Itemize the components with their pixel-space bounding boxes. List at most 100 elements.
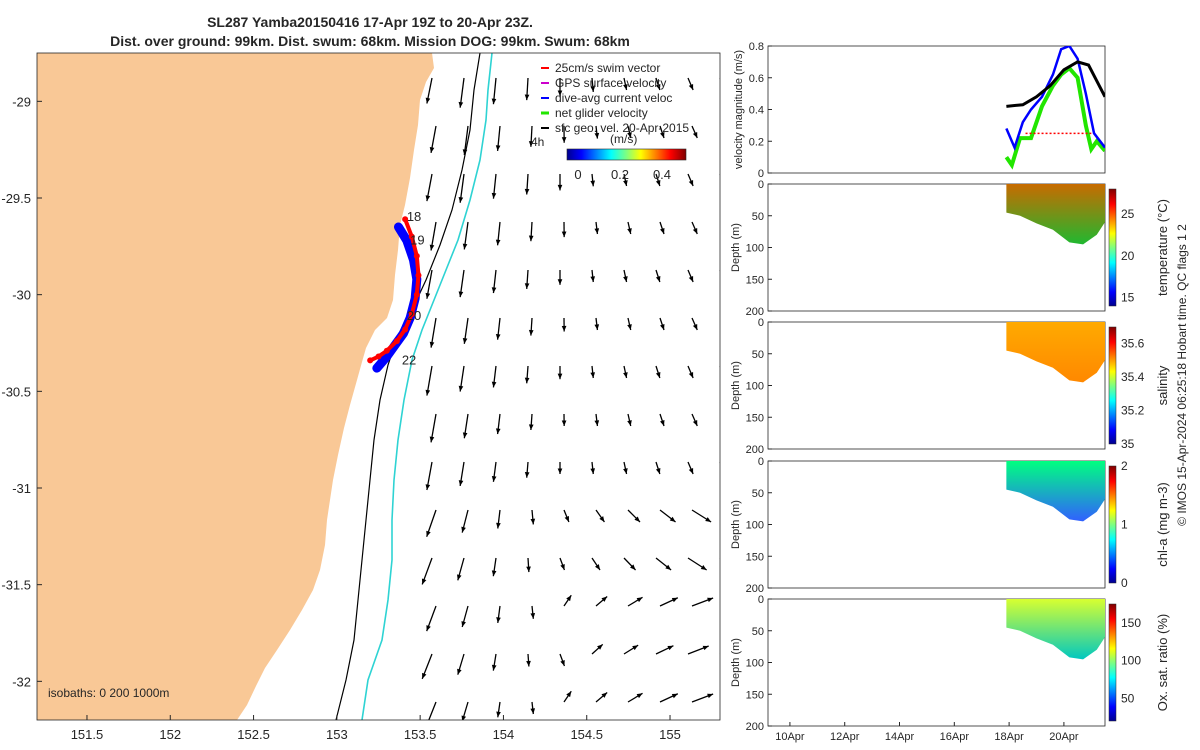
velocity-arrowhead [632, 645, 639, 651]
profile-panel-oxygen: 0 50 100 150 200 Depth (m) 50 100 150 Ox. sat. ra… [730, 594, 1170, 733]
time-tick-label: 10Apr [775, 731, 805, 743]
profile-panel-salinity: 0 50 100 150 200 Depth (m) 35 35.2 35.4 35.6 salin… [730, 317, 1170, 456]
velocity-arrowhead [561, 137, 567, 143]
depth-tick-label: 100 [746, 381, 764, 393]
panel-colorbar [1108, 188, 1117, 307]
velocity-arrowhead [458, 480, 464, 486]
map-y-tick-label: -30.5 [1, 384, 31, 399]
colorbar-tick-label: 35 [1121, 437, 1135, 451]
velocity-arrowhead [726, 132, 731, 138]
velocity-arrowhead [557, 184, 563, 191]
profile-data-region [1006, 184, 1105, 245]
velocity-arrowhead [566, 691, 572, 698]
depth-tick-label: 200 [746, 306, 764, 318]
map-x-tick-label: 151.5 [71, 727, 104, 742]
colorbar-tick-label: 1 [1121, 518, 1128, 532]
velocity-arrowhead [655, 468, 661, 474]
velocity-arrowhead [627, 324, 632, 330]
velocity-arrowhead [426, 530, 431, 537]
velocity-arrowhead [590, 276, 596, 282]
track-point [375, 353, 382, 360]
velocity-arrowhead [524, 377, 530, 384]
track-day-labels: 18 19 20 22 [402, 209, 425, 367]
velocity-arrowhead [722, 180, 727, 186]
velocity-arrowhead [426, 719, 428, 720]
profile-data-region [1006, 461, 1105, 522]
velocity-arrowhead [495, 428, 501, 435]
velocity-arrowhead [491, 381, 497, 388]
velocity-arrowhead [461, 715, 467, 720]
depth-tick-label: 0 [758, 456, 764, 468]
depth-tick-label: 150 [746, 689, 764, 701]
velocity-arrow [719, 558, 720, 559]
time-tick-label: 18Apr [994, 731, 1024, 743]
velocity-arrowhead [594, 228, 600, 234]
velocity-arrowhead [491, 476, 497, 482]
velocity-arrowhead [429, 436, 435, 443]
legend-label: net glider velocity [555, 106, 648, 120]
colorbar-tick-label: 0.4 [653, 167, 671, 182]
footer-credit: © IMOS 15-Apr-2024 06:25:18 Hobart time.… [1175, 224, 1189, 526]
track-point [403, 237, 410, 244]
depth-tick-label: 0 [758, 179, 764, 191]
velocity-arrow [719, 366, 720, 368]
depth-axis-label: Depth (m) [730, 500, 742, 549]
map-x-tick-label: 152.5 [237, 727, 270, 742]
depth-tick-label: 200 [746, 444, 764, 456]
velocity-arrowhead [627, 420, 632, 426]
velocity-arrowhead [623, 468, 628, 474]
map-y-tick-label: -29.5 [1, 191, 31, 206]
colorbar-side-label: 4h [531, 135, 544, 149]
velocity-arrowhead [496, 711, 501, 718]
velocity-arrowhead [530, 518, 536, 525]
depth-axis-label: Depth (m) [730, 223, 742, 272]
velocity-arrowhead [590, 180, 596, 187]
velocity-series [1004, 46, 1105, 170]
velocity-y-tick-label: 0.2 [749, 136, 764, 148]
velocity-arrow [724, 318, 731, 330]
velocity-arrowhead [429, 146, 435, 153]
velocity-arrow [719, 174, 720, 176]
velocity-arrowhead [458, 101, 464, 108]
profile-panel-temperature: 0 50 100 150 200 Depth (m) 15 20 25 temperature (… [730, 179, 1170, 318]
velocity-y-label: velocity magnitude (m/s) [733, 50, 745, 169]
colorbar-unit: (m/s) [610, 132, 637, 146]
panel-colorbar [1108, 326, 1117, 445]
velocity-arrowhead [462, 338, 468, 344]
map-y-tick-label: -32 [12, 674, 31, 689]
velocity-arrowhead [742, 598, 748, 602]
velocity-arrowhead [601, 692, 608, 698]
velocity-arrowhead [726, 324, 731, 330]
velocity-arrowhead [755, 84, 760, 90]
velocity-arrowhead [557, 90, 563, 97]
velocity-y-tick-label: 0 [758, 168, 764, 180]
velocity-arrowhead [594, 132, 600, 139]
legend-label: sfc geo. vel. 20-Apr-2015 [555, 121, 689, 135]
velocity-arrowhead [461, 621, 466, 628]
velocity-arrowhead [530, 708, 536, 714]
time-axis-ticks: 10Apr 12Apr 14Apr 16Apr 18Apr 20Apr [775, 722, 1079, 743]
colorbar-tick-label: 25 [1121, 207, 1135, 221]
velocity-arrowhead [566, 595, 572, 602]
velocity-arrowhead [426, 625, 431, 632]
track-point [408, 233, 415, 240]
velocity-arrowhead [755, 372, 760, 378]
colorbar-tick-label: 0 [574, 167, 581, 182]
depth-tick-label: 200 [746, 583, 764, 595]
colorbar-label: temperature (°C) [1155, 199, 1170, 296]
velocity-arrowhead [491, 192, 497, 199]
time-tick-label: 16Apr [940, 731, 970, 743]
colorbar-tick-label: 50 [1121, 691, 1135, 705]
isobath-200m [335, 53, 481, 720]
velocity-arrowhead [557, 468, 563, 474]
velocity-arrowhead [462, 149, 468, 156]
track-point [395, 224, 402, 230]
velocity-arrowhead [526, 660, 531, 667]
land-area [37, 53, 434, 720]
isobath-1000m [361, 53, 493, 720]
velocity-arrowhead [491, 287, 497, 294]
velocity-panel: 0 0.2 0.4 0.6 0.8 velocity magnitude (m/s) [733, 41, 1106, 180]
velocity-arrowhead [722, 276, 727, 282]
colorbar-tick-label: 35.6 [1121, 337, 1145, 351]
